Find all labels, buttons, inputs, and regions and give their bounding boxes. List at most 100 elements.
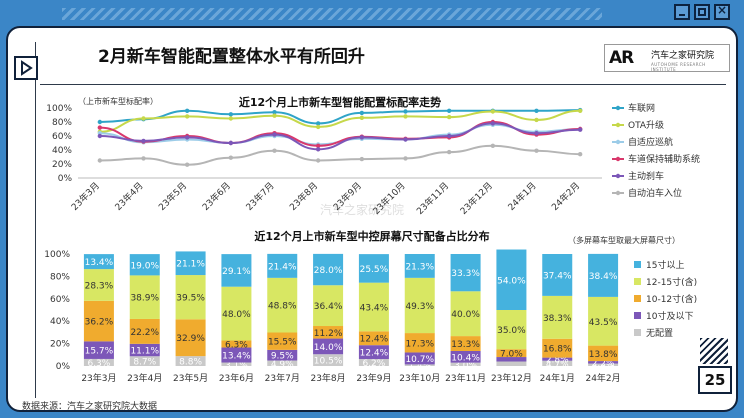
bar-x-tick: 23年12月	[491, 372, 532, 384]
close-icon[interactable]: ×	[714, 3, 730, 20]
bar-segment	[267, 332, 298, 350]
play-icon[interactable]	[14, 56, 38, 80]
bar-data-label: 9.5%	[271, 352, 294, 362]
line-y-tick: 60%	[52, 132, 72, 142]
bar-segment	[542, 338, 573, 358]
bar-x-tick: 23年11月	[445, 372, 486, 384]
line-point	[184, 114, 190, 119]
bar-legend-swatch	[634, 295, 641, 302]
line-legend-marker	[615, 156, 621, 162]
line-y-tick: 40%	[52, 146, 72, 156]
bar-segment	[129, 356, 160, 366]
line-series-车道保持辅助系统	[99, 120, 581, 147]
bar-segment	[267, 277, 298, 333]
line-point	[359, 156, 365, 162]
bar-data-label: 39.5%	[176, 294, 205, 304]
bar-legend-label: 15寸以上	[646, 259, 684, 271]
bar-x-tick: 23年10月	[399, 372, 440, 384]
minimize-icon[interactable]	[674, 4, 690, 20]
bar-data-label: 43.5%	[589, 318, 618, 328]
bar-data-label: 22.2%	[130, 328, 159, 338]
line-legend-label: 自动泊车入位	[628, 187, 682, 199]
bar-x-tick: 23年9月	[356, 372, 391, 384]
line-x-tick: 23年11月	[414, 180, 451, 217]
page-title: 2月新车智能配置整体水平有所回升	[98, 47, 365, 67]
line-point	[272, 148, 277, 153]
bar-segment	[83, 254, 114, 270]
bar-segment	[221, 362, 252, 366]
line-legend-label: 车道保持辅助系统	[628, 153, 700, 165]
bar-segment	[175, 356, 206, 366]
line-legend-marker	[615, 139, 621, 145]
bar-x-tick: 23年3月	[81, 372, 116, 384]
bar-x-tick: 24年2月	[585, 372, 620, 384]
bar-data-label: 38.3%	[543, 314, 572, 324]
bar-segment	[358, 359, 389, 366]
top-bar: ×	[0, 0, 744, 24]
bar-data-label: 13.3%	[451, 340, 480, 350]
bar-data-label: 43.4%	[360, 303, 389, 313]
bar-segment	[450, 291, 481, 337]
line-point	[184, 135, 190, 140]
line-point	[534, 148, 539, 153]
line-y-tick: 100%	[46, 104, 72, 114]
line-point	[534, 108, 539, 114]
line-point	[97, 125, 103, 130]
line-point	[359, 110, 365, 116]
bar-segment	[313, 285, 344, 327]
bar-y-tick: 100%	[44, 250, 70, 260]
line-legend-label: 车联网	[628, 102, 655, 114]
bar-data-label: 15.5%	[268, 338, 297, 348]
bar-segment	[588, 345, 619, 362]
bar-segment	[404, 364, 435, 366]
line-y-tick: 20%	[52, 160, 72, 170]
line-point	[490, 109, 496, 114]
bar-data-label: 10.7%	[405, 355, 434, 365]
bar-segment	[588, 361, 619, 364]
bar-x-tick: 23年5月	[173, 372, 208, 384]
line-chart-ylabel: （上市新车型标配率）	[78, 96, 158, 106]
bar-data-label: 19.0%	[130, 261, 159, 271]
bar-legend-label: 无配置	[646, 328, 673, 339]
maximize-icon[interactable]	[694, 4, 710, 20]
bar-data-label: 33.3%	[451, 269, 480, 279]
line-point	[141, 156, 146, 161]
line-point	[446, 149, 452, 155]
bar-segment	[83, 358, 114, 366]
bar-segment	[496, 361, 527, 366]
line-point	[228, 155, 234, 160]
line-x-tick: 23年5月	[156, 180, 189, 213]
line-y-tick: 0%	[58, 174, 73, 184]
bar-data-label: 4.7%	[546, 360, 569, 370]
bar-segment	[129, 343, 160, 357]
decorative-hatch	[700, 338, 728, 364]
line-point	[403, 114, 408, 119]
line-point	[315, 143, 321, 148]
bar-data-label: 10.5%	[314, 357, 343, 367]
line-chart-title: 近12个月上市新车型智能配置标配率走势	[239, 95, 441, 109]
left-strip	[8, 42, 36, 398]
bar-data-label: 6.3%	[87, 359, 110, 369]
line-point	[577, 152, 583, 157]
line-point	[315, 158, 321, 163]
bar-legend-label: 12-15寸(含)	[646, 276, 697, 288]
bar-y-tick: 40%	[50, 317, 70, 327]
bar-data-label: 6.3%	[225, 340, 248, 350]
logo-mark: AR	[609, 48, 634, 68]
bar-data-label: 38.4%	[589, 272, 618, 282]
line-point	[446, 108, 452, 114]
bar-data-label: 49.3%	[405, 302, 434, 312]
bar-data-label: 8.8%	[179, 358, 202, 368]
bar-data-label: 25.5%	[360, 265, 389, 275]
bar-chart-title: 近12个月上市新车型中控屏幕尺寸配备占比分布	[254, 229, 489, 243]
bar-segment	[267, 349, 298, 361]
bar-data-label: 29.1%	[222, 267, 251, 277]
line-point	[228, 116, 234, 121]
line-series-主动刹车	[99, 122, 581, 151]
bar-segment	[221, 340, 252, 348]
bar-data-label: 48.0%	[222, 310, 251, 320]
bar-segment	[221, 254, 252, 287]
line-point	[97, 119, 103, 125]
bar-segment	[450, 350, 481, 363]
line-point	[534, 131, 539, 136]
